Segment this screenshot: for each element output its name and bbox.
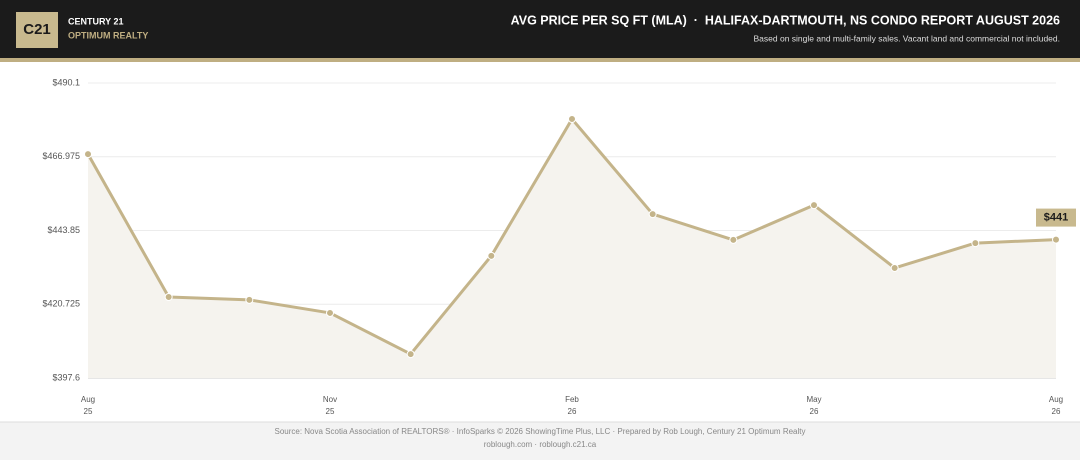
x-tick-label: May: [806, 395, 821, 404]
x-tick-label: 25: [326, 407, 335, 416]
value-label: $441: [1044, 211, 1068, 223]
y-tick-label: $490.1: [52, 77, 80, 87]
x-tick-label: 25: [84, 407, 93, 416]
point: [245, 295, 254, 304]
footer-bar: [0, 422, 1080, 460]
point: [729, 235, 738, 244]
point: [487, 251, 496, 260]
y-tick-label: $443.85: [47, 225, 80, 235]
x-tick-label: 26: [1052, 407, 1061, 416]
header-rule: [0, 58, 1080, 62]
y-tick-label: $466.975: [42, 151, 80, 161]
point: [810, 201, 818, 210]
x-tick-label: Feb: [565, 395, 579, 404]
value-label-box: [1036, 208, 1076, 227]
chart-subtitle: Based on single and multi-family sales. …: [754, 33, 1060, 43]
point: [648, 210, 657, 219]
logo: C21: [23, 21, 51, 38]
y-tick-label: $397.6: [52, 372, 80, 382]
logo-box: [16, 12, 58, 48]
point: [406, 350, 415, 359]
x-tick-label: Nov: [323, 395, 337, 404]
point: [568, 115, 576, 124]
x-tick-label: Aug: [81, 395, 95, 404]
x-tick-label: 26: [810, 407, 819, 416]
area: [88, 119, 1056, 378]
office: OPTIMUM REALTY: [68, 30, 148, 40]
brand: CENTURY 21: [68, 16, 124, 26]
point: [890, 263, 899, 272]
x-tick-label: 26: [568, 407, 577, 416]
footer-source: Source: Nova Scotia Association of REALT…: [274, 427, 805, 436]
plot: $397.6 $420.725 $443.85 $466.975 $490.1 Aug 25…: [42, 77, 1076, 416]
point: [1052, 235, 1060, 244]
footer-links: roblough.com · roblough.c21.ca: [484, 440, 597, 449]
point: [326, 308, 334, 317]
chart-title: AVG PRICE PER SQ FT (MLA) · HALIFAX-DART…: [511, 13, 1060, 27]
point: [84, 150, 92, 159]
point: [971, 239, 980, 248]
y-tick-label: $420.725: [42, 299, 80, 309]
header-bar: [0, 0, 1080, 58]
x-tick-label: Aug: [1049, 395, 1063, 404]
point: [164, 292, 173, 301]
